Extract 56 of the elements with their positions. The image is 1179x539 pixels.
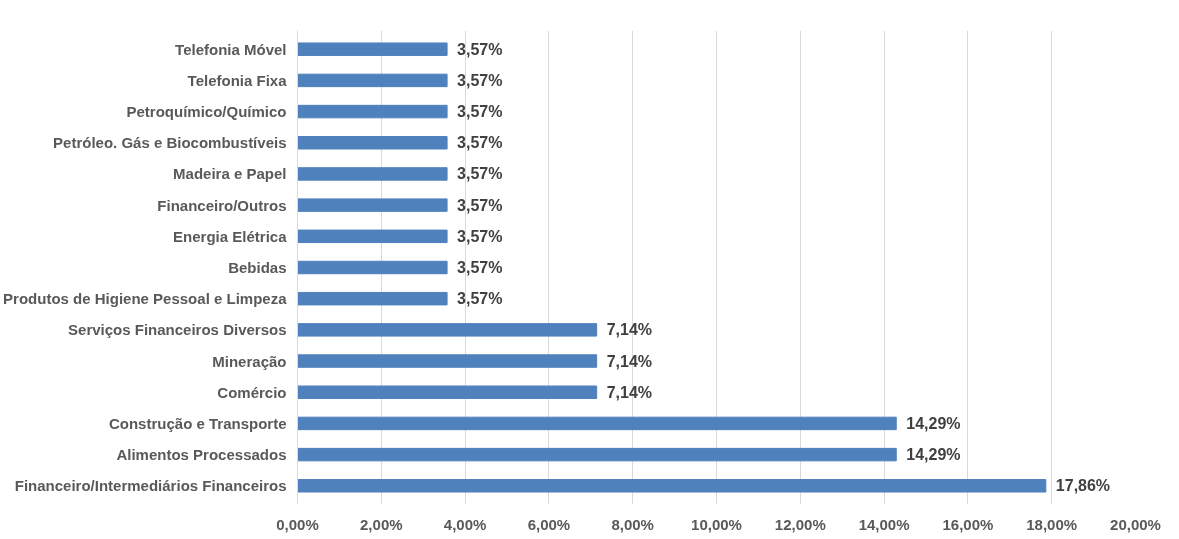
data-label: 3,57% <box>457 196 503 214</box>
y-tick-label: Petroquímico/Químico <box>126 103 287 121</box>
bar <box>297 354 598 368</box>
x-tick-label: 20,00% <box>1110 515 1161 533</box>
bar <box>297 229 448 244</box>
y-tick-label: Construção e Transporte <box>108 414 287 432</box>
x-tick-label: 14,00% <box>858 515 910 533</box>
bar <box>297 73 448 88</box>
x-tick-label: 10,00% <box>691 515 742 533</box>
data-label: 3,57% <box>457 103 503 121</box>
y-tick-label: Madeira e Papel <box>173 165 287 183</box>
bar <box>297 260 448 275</box>
y-tick-label: Bebidas <box>228 259 287 276</box>
data-label: 7,14% <box>606 321 653 339</box>
y-tick-label: Petróleo. Gás e Biocombustíveis <box>53 134 287 152</box>
data-label: 3,57% <box>457 134 503 152</box>
x-tick-label: 18,00% <box>1026 515 1078 533</box>
y-tick-label: Alimentos Processados <box>116 446 287 464</box>
data-label: 7,14% <box>606 383 653 401</box>
y-tick-label: Telefonia Fixa <box>187 71 288 89</box>
x-tick-label: 2,00% <box>360 515 403 533</box>
y-tick-label: Serviços Financeiros Diversos <box>68 321 287 339</box>
bar <box>297 416 897 431</box>
y-tick-label: Comércio <box>217 383 287 401</box>
bar <box>297 479 1047 493</box>
data-label: 3,57% <box>457 259 503 276</box>
x-tick-label: 0,00% <box>276 515 319 533</box>
bar <box>297 323 598 337</box>
x-tick-label: 12,00% <box>774 515 826 533</box>
bar <box>297 104 448 119</box>
y-tick-label: Mineração <box>212 352 287 370</box>
bar <box>297 42 448 56</box>
y-tick-label: Produtos de Higiene Pessoal e Limpeza <box>3 290 288 308</box>
data-label: 3,57% <box>457 71 503 89</box>
bar <box>297 136 448 150</box>
data-label: 17,86% <box>1055 477 1111 495</box>
data-label: 3,57% <box>457 290 503 308</box>
bar <box>297 385 598 399</box>
x-tick-label: 8,00% <box>611 515 654 533</box>
data-label: 14,29% <box>906 414 961 432</box>
data-label: 14,29% <box>906 446 961 464</box>
data-label: 3,57% <box>457 227 503 245</box>
bar <box>297 167 448 181</box>
y-tick-label: Telefonia Móvel <box>175 40 287 58</box>
y-tick-label: Energia Elétrica <box>173 227 288 245</box>
x-tick-label: 4,00% <box>443 515 487 533</box>
data-label: 7,14% <box>606 352 653 370</box>
bar <box>297 291 448 306</box>
data-label: 3,57% <box>457 165 503 183</box>
x-tick-label: 6,00% <box>527 515 571 533</box>
y-tick-label: Financeiro/Intermediários Financeiros <box>14 477 287 495</box>
x-tick-label: 16,00% <box>942 515 994 533</box>
bar <box>297 447 897 462</box>
bar <box>297 198 448 212</box>
y-tick-label: Financeiro/Outros <box>157 196 287 214</box>
data-label: 3,57% <box>457 40 503 58</box>
